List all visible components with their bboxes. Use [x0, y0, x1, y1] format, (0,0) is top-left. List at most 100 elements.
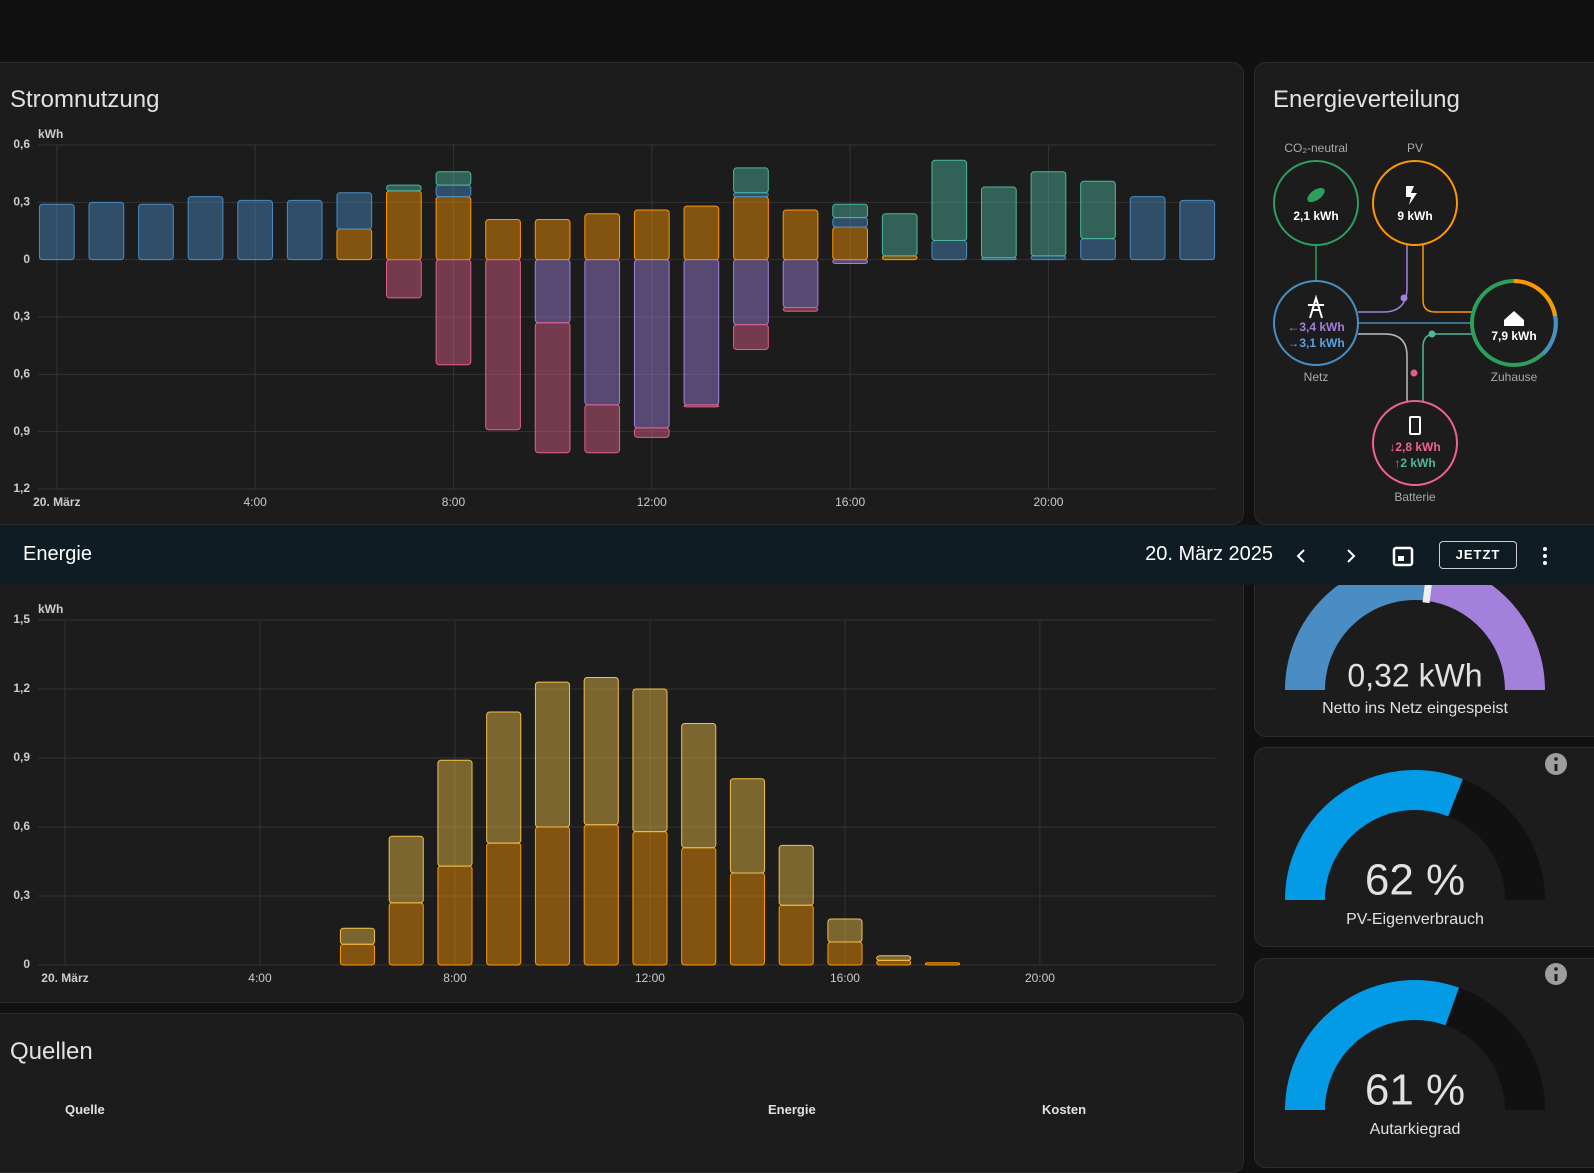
gauge-label: Autarkiegrad [1370, 1121, 1461, 1138]
gauge-value: 0,32 kWh [1347, 657, 1482, 693]
bar [881, 213, 918, 257]
bar [138, 203, 174, 261]
y-tick-label: 1,5 [13, 612, 30, 626]
energy-flow: 2,1 kWh 9 kWh ←3,4 kWh →3,1 kWh 7,9 kWh … [1273, 141, 1558, 504]
flow-dot [1428, 330, 1436, 338]
bar [733, 167, 769, 194]
y-tick-label: 0,9 [13, 750, 30, 764]
bar [435, 184, 472, 198]
x-tick-label: 20:00 [1025, 971, 1055, 985]
x-tick-label: 16:00 [830, 971, 860, 985]
toolbar: Energie 20. März 2025 JETZT [0, 525, 1594, 585]
home-ring [1541, 315, 1558, 356]
bar [683, 205, 720, 261]
node-value: →3,1 kWh [1287, 336, 1344, 350]
y-tick-label: 0 [23, 252, 30, 266]
column-header: Kosten [1042, 1102, 1087, 1117]
bar [832, 217, 868, 228]
bar [729, 872, 766, 966]
leaf-icon [1307, 187, 1325, 203]
bar [386, 259, 422, 299]
x-tick-label: 8:00 [443, 971, 467, 985]
menu-dot[interactable] [1543, 554, 1547, 558]
gauge-label: Netto ins Netz eingespeist [1322, 700, 1508, 717]
bar [633, 259, 670, 429]
bar [832, 226, 868, 261]
flow-line [1358, 245, 1408, 313]
y-tick-label: 0,3 [13, 888, 30, 902]
bar [683, 259, 720, 406]
column-header: Energie [768, 1102, 816, 1117]
bar [534, 219, 571, 261]
bar [38, 203, 75, 261]
y-tick-label: 0,6 [13, 819, 30, 833]
bar [827, 918, 863, 943]
flow-line [1358, 333, 1408, 401]
bar [931, 240, 968, 261]
bar [1179, 199, 1216, 261]
info-icon-dot [1554, 757, 1558, 761]
toolbar-icons [1296, 546, 1547, 567]
pv-icon [1406, 186, 1417, 205]
bar [778, 844, 814, 906]
calendar-mark [1398, 556, 1404, 561]
bar [778, 904, 814, 966]
bar [336, 228, 373, 261]
calendar-button[interactable] [1392, 546, 1414, 567]
bar [88, 201, 125, 261]
now-button[interactable]: JETZT [1439, 541, 1517, 569]
bar [881, 255, 918, 261]
bar [485, 219, 521, 261]
x-tick-label: 12:00 [637, 495, 667, 509]
menu-dot[interactable] [1543, 547, 1547, 551]
bar [733, 192, 769, 198]
info-icon-bar [1554, 764, 1558, 771]
node-label: Zuhause [1491, 370, 1538, 384]
y-tick-label: 0 [23, 957, 30, 971]
bar [782, 259, 819, 308]
flow-line [1422, 245, 1472, 313]
house-icon [1504, 311, 1524, 326]
node-label: PV [1407, 141, 1423, 155]
battery-icon [1409, 416, 1421, 435]
node-value: ↓2,8 kWh [1389, 440, 1440, 454]
date-label: 20. März 2025 [1145, 543, 1273, 565]
gauge-arc [1285, 770, 1463, 901]
pv-node [1372, 160, 1458, 246]
bar [534, 259, 571, 324]
bar [386, 184, 422, 192]
gauge-arc [1285, 980, 1460, 1111]
y-tick-label: 0,3 [13, 309, 30, 323]
next-button[interactable] [1347, 549, 1356, 563]
bar [486, 842, 522, 966]
usage-card [0, 62, 1244, 525]
node-value: 2,1 kWh [1293, 209, 1338, 223]
bar [435, 171, 472, 186]
y-tick-label: 1,2 [13, 681, 30, 695]
sources-card [0, 1013, 1244, 1173]
x-tick-label: 20. März [33, 495, 80, 509]
bar [1030, 255, 1067, 261]
x-tick-label: 12:00 [635, 971, 665, 985]
node-label: Netz [1304, 370, 1329, 384]
card-title: Quellen [10, 1038, 93, 1065]
bar [981, 186, 1017, 259]
flow-dot [1400, 294, 1408, 302]
bar [584, 259, 621, 406]
node-label: CO₂-neutral [1284, 141, 1347, 155]
y-tick-label: 0,9 [13, 424, 30, 438]
bar [534, 681, 571, 828]
header-band [0, 0, 1594, 62]
node-value: ←3,4 kWh [1287, 320, 1344, 334]
bar [388, 835, 424, 904]
bar [486, 711, 522, 844]
flow-line [1422, 333, 1472, 401]
gauge-arc [1425, 561, 1545, 691]
bar [733, 324, 769, 350]
bar [832, 203, 868, 219]
menu-dot[interactable] [1543, 561, 1547, 565]
solar-card [0, 560, 1244, 1003]
prev-button[interactable] [1296, 549, 1305, 563]
bar [827, 941, 863, 966]
y-unit: kWh [38, 127, 63, 141]
